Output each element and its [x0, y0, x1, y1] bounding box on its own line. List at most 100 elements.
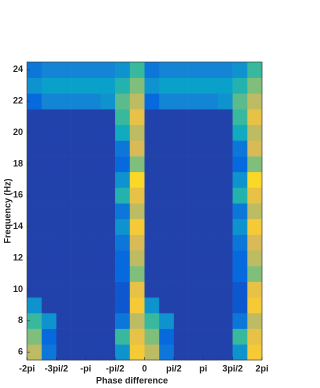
heatmap-cell [188, 281, 204, 298]
heatmap-cell [159, 171, 175, 188]
heatmap-cell [56, 250, 72, 267]
heatmap-cell [115, 250, 131, 267]
heatmap-cell [100, 203, 116, 220]
heatmap-cell [27, 218, 42, 235]
heatmap-cell [71, 344, 87, 361]
heatmap-cell [85, 234, 101, 251]
heatmap-cell [115, 156, 131, 173]
heatmap-cell [85, 77, 101, 94]
heatmap-cell [217, 297, 233, 314]
heatmap-cell [159, 124, 175, 141]
heatmap-cell [85, 328, 101, 345]
heatmap-cell [27, 77, 42, 94]
heatmap-cell [115, 344, 131, 361]
heatmap-cell [115, 218, 131, 235]
x-tick-label: 3pi/2 [222, 363, 243, 373]
heatmap-cell [203, 109, 219, 126]
heatmap-cell [100, 328, 116, 345]
heatmap-cell [232, 312, 248, 329]
heatmap-cell [56, 156, 72, 173]
heatmap-cell [203, 124, 219, 141]
chart: Phase difference Frequency (Hz) 6 8 10 12 14… [2, 61, 268, 385]
heatmap-cell [232, 218, 248, 235]
heatmap-cell [159, 62, 175, 78]
heatmap-cell [129, 109, 145, 126]
heatmap-cell [85, 250, 101, 267]
heatmap-cell [85, 344, 101, 361]
heatmap-cell [247, 156, 263, 173]
heatmap-cell [247, 203, 263, 220]
heatmap-cell [41, 344, 57, 361]
heatmap-cell [71, 171, 87, 188]
heatmap-cell [203, 234, 219, 251]
heatmap-cell [56, 328, 72, 345]
heatmap-cell [247, 171, 263, 188]
heatmap-cell [56, 187, 72, 204]
x-tick-label: 0 [142, 363, 147, 373]
heatmap-cell [188, 77, 204, 94]
heatmap-cell [247, 234, 263, 251]
y-tick-label: 8 [18, 315, 23, 325]
heatmap-cell [115, 281, 131, 298]
heatmap-cell [203, 250, 219, 267]
heatmap-cell [217, 218, 233, 235]
heatmap-cell [203, 62, 219, 78]
heatmap-cell [203, 328, 219, 345]
heatmap-cell [173, 171, 189, 188]
heatmap-cell [115, 203, 131, 220]
heatmap-cell [27, 140, 42, 157]
heatmap-cell [232, 93, 248, 110]
heatmap-cell [232, 203, 248, 220]
heatmap-cell [100, 344, 116, 361]
heatmap-cell [232, 77, 248, 94]
heatmap-cell [217, 250, 233, 267]
heatmap-cell [247, 344, 263, 361]
heatmap-cell [217, 203, 233, 220]
heatmap-cell [71, 328, 87, 345]
heatmap-cell [188, 218, 204, 235]
heatmap-cell [173, 234, 189, 251]
heatmap-cell [56, 124, 72, 141]
heatmap-cell [144, 140, 160, 157]
heatmap-cell [129, 250, 145, 267]
heatmap-cell [27, 234, 42, 251]
heatmap-cell [115, 77, 131, 94]
heatmap-cell [115, 109, 131, 126]
heatmap-cell [173, 328, 189, 345]
y-tick-label: 24 [13, 64, 23, 74]
heatmap-cell [247, 218, 263, 235]
heatmap-cell [71, 297, 87, 314]
heatmap-cell [129, 140, 145, 157]
heatmap-cell [159, 344, 175, 361]
heatmap-cell [247, 187, 263, 204]
heatmap-cell [173, 156, 189, 173]
heatmap-cell [188, 124, 204, 141]
heatmap-cell [85, 140, 101, 157]
heatmap-cell [56, 109, 72, 126]
heatmap-cell [159, 187, 175, 204]
heatmap-cell [173, 312, 189, 329]
heatmap-cell [56, 171, 72, 188]
heatmap-cell [203, 203, 219, 220]
heatmap-cell [115, 124, 131, 141]
heatmap-cell [144, 171, 160, 188]
heatmap-cell [129, 77, 145, 94]
heatmap-cell [144, 250, 160, 267]
heatmap-cell [27, 281, 42, 298]
heatmap-cell [247, 124, 263, 141]
heatmap-cell [41, 218, 57, 235]
heatmap-cell [232, 250, 248, 267]
heatmap-cell [41, 281, 57, 298]
heatmap-cell [41, 156, 57, 173]
heatmap-cell [232, 140, 248, 157]
heatmap-cell [247, 265, 263, 282]
heatmap-cell [56, 265, 72, 282]
heatmap-cell [188, 187, 204, 204]
heatmap-cell [144, 93, 160, 110]
heatmap-cell [217, 156, 233, 173]
heatmap-cell [203, 171, 219, 188]
heatmap-cell [159, 93, 175, 110]
heatmap-cell [129, 328, 145, 345]
heatmap-cell [217, 234, 233, 251]
heatmap-cell [217, 124, 233, 141]
